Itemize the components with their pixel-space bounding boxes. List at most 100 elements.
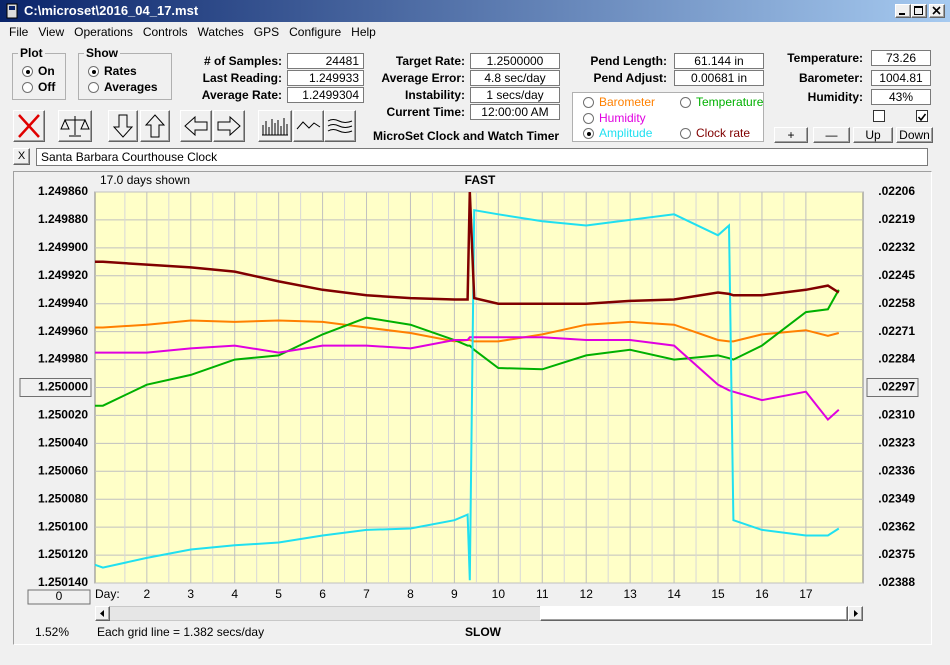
x-tick-label: 8 bbox=[407, 587, 414, 601]
delete-button[interactable] bbox=[13, 110, 45, 142]
clock-name-field[interactable]: Santa Barbara Courthouse Clock bbox=[36, 148, 928, 166]
x-tick-label: 11 bbox=[536, 587, 549, 601]
readout-value[interactable]: 24481 bbox=[287, 53, 364, 69]
x-tick-label: 10 bbox=[492, 587, 506, 601]
menu-item[interactable]: File bbox=[9, 25, 29, 39]
adjust-button[interactable]: Down bbox=[896, 127, 933, 143]
x-tick-label: 9 bbox=[451, 587, 458, 601]
readout-value[interactable]: 1 secs/day bbox=[470, 87, 560, 103]
series-line bbox=[95, 289, 840, 407]
close-window-button[interactable] bbox=[929, 4, 945, 18]
radio-button[interactable] bbox=[583, 128, 594, 139]
y-tick-label: 1.249960 bbox=[38, 324, 88, 338]
readout-value[interactable]: 43% bbox=[871, 89, 931, 105]
left-button[interactable] bbox=[180, 110, 212, 142]
y-tick-label: 1.250060 bbox=[38, 463, 88, 477]
menu-item[interactable]: Watches bbox=[197, 25, 244, 39]
chart-frame bbox=[13, 171, 932, 645]
up-arrow-icon bbox=[144, 114, 166, 138]
y-tick-label: 1.250000 bbox=[38, 380, 88, 394]
radio-button[interactable] bbox=[680, 128, 691, 139]
status-text: 17.0 days shown bbox=[100, 173, 190, 187]
multi-wave-icon bbox=[327, 119, 353, 133]
bars-button[interactable] bbox=[258, 110, 292, 142]
readout-label: Instability: bbox=[404, 88, 465, 102]
radio-button[interactable] bbox=[22, 66, 33, 77]
x-tick-label: 7 bbox=[363, 587, 370, 601]
checkbox[interactable] bbox=[916, 110, 928, 122]
x-tick-label: 13 bbox=[623, 587, 637, 601]
radio-button[interactable] bbox=[88, 66, 99, 77]
menu-item[interactable]: View bbox=[38, 25, 65, 39]
up-button[interactable] bbox=[140, 110, 170, 142]
adjust-button[interactable]: Up bbox=[853, 127, 893, 143]
readout-value[interactable]: 1.249933 bbox=[287, 70, 364, 86]
menu-item[interactable]: Help bbox=[351, 25, 376, 39]
readout-label: Temperature: bbox=[787, 51, 863, 65]
readout-value[interactable]: 61.144 in bbox=[674, 53, 764, 69]
bottom-label: SLOW bbox=[465, 625, 502, 639]
readout-value[interactable]: 1004.81 bbox=[871, 70, 931, 86]
adjust-button[interactable]: — bbox=[813, 127, 850, 143]
multi-wave-button[interactable] bbox=[324, 110, 356, 142]
menu-bar: File View Operations Controls Watches GPS Conf… bbox=[4, 23, 381, 41]
y2-tick-label: .02271 bbox=[878, 324, 915, 338]
radio-label: Rates bbox=[104, 64, 137, 78]
radio-button[interactable] bbox=[583, 113, 594, 124]
readout-value[interactable]: 12:00:00 AM bbox=[470, 104, 560, 120]
minimize-button[interactable] bbox=[895, 4, 911, 18]
readout-label: Pend Adjust: bbox=[593, 71, 667, 85]
radio-button[interactable] bbox=[583, 97, 594, 108]
readout-value[interactable]: 1.2500000 bbox=[470, 53, 560, 69]
x-tick-label: 5 bbox=[275, 587, 282, 601]
grid-note: Each grid line = 1.382 secs/day bbox=[97, 625, 264, 639]
close-icon bbox=[932, 6, 941, 15]
y-tick-button bbox=[19, 378, 92, 397]
scroll-button-label: 0 bbox=[56, 589, 63, 603]
y-tick-label: 1.249980 bbox=[38, 352, 88, 366]
checkbox[interactable] bbox=[873, 110, 885, 122]
wave-button[interactable] bbox=[293, 110, 324, 142]
y2-tick-label: .02362 bbox=[878, 519, 915, 533]
readout-value[interactable]: 73.26 bbox=[871, 50, 931, 66]
scroll-thumb[interactable] bbox=[540, 606, 848, 621]
menu-item[interactable]: GPS bbox=[253, 25, 280, 39]
bars-icon bbox=[262, 118, 288, 136]
scroll-right[interactable] bbox=[848, 606, 863, 621]
radio-label: Off bbox=[38, 80, 56, 94]
wave-icon bbox=[296, 121, 321, 130]
right-arrow-icon bbox=[217, 115, 241, 137]
y-tick-label: 1.250080 bbox=[38, 491, 88, 505]
y-tick-label: 1.249940 bbox=[38, 296, 88, 310]
scale-button[interactable] bbox=[58, 110, 92, 142]
y2-tick-label: .02323 bbox=[878, 436, 915, 450]
menu-item[interactable]: Configure bbox=[289, 25, 342, 39]
radio-button[interactable] bbox=[88, 82, 99, 93]
scroll-left[interactable] bbox=[95, 606, 110, 621]
adjust-button[interactable]: + bbox=[774, 127, 808, 143]
x-tick-label: 3 bbox=[187, 587, 194, 601]
right-button[interactable] bbox=[213, 110, 245, 142]
readout-value[interactable]: 1.2499304 bbox=[287, 87, 364, 103]
radio-button[interactable] bbox=[22, 82, 33, 93]
window-title: C:\microset\2016_04_17.mst bbox=[24, 3, 199, 18]
left-arrow-icon bbox=[184, 115, 208, 137]
y-tick-label: 1.250120 bbox=[38, 547, 88, 561]
scroll-left-icon bbox=[100, 610, 104, 617]
down-button[interactable] bbox=[108, 110, 138, 142]
menu-item[interactable]: Operations bbox=[74, 25, 133, 39]
readout-label: Last Reading: bbox=[202, 71, 282, 85]
menu-item[interactable]: Controls bbox=[142, 25, 188, 39]
clear-clock-button[interactable]: X bbox=[13, 148, 30, 165]
maximize-button[interactable] bbox=[911, 4, 927, 18]
radio-button[interactable] bbox=[680, 97, 691, 108]
readout-value[interactable]: 0.00681 in bbox=[674, 70, 764, 86]
legend-label: Clock rate bbox=[696, 126, 751, 140]
readout-value[interactable]: 4.8 sec/day bbox=[470, 70, 560, 86]
legend-label: Humidity bbox=[599, 111, 646, 125]
y-tick-label: 1.250140 bbox=[38, 575, 88, 589]
series-line bbox=[95, 319, 840, 343]
readout-label: Pend Length: bbox=[590, 54, 667, 68]
y2-tick-label: .02310 bbox=[878, 408, 915, 422]
readout-label: Target Rate: bbox=[395, 54, 465, 68]
